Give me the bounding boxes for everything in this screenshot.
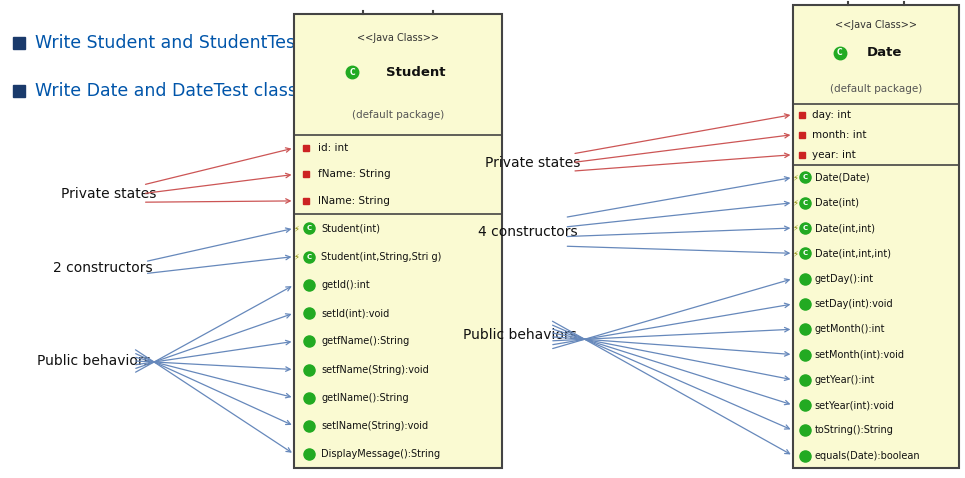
Text: ⚡: ⚡ [792, 173, 798, 182]
Text: Date(int,int): Date(int,int) [814, 223, 875, 233]
Text: Date(Date): Date(Date) [814, 173, 869, 183]
Text: C: C [306, 253, 312, 260]
Text: Write Date and DateTest classes.: Write Date and DateTest classes. [35, 82, 322, 100]
Text: getfName():String: getfName():String [321, 337, 409, 346]
Text: ⚡: ⚡ [293, 224, 299, 233]
Text: month: int: month: int [813, 130, 867, 140]
Text: C: C [306, 225, 312, 231]
Text: Date: Date [867, 46, 901, 59]
Text: Private states: Private states [61, 186, 156, 201]
Text: setMonth(int):void: setMonth(int):void [814, 349, 905, 359]
Bar [294, 14, 502, 468]
Text: setId(int):void: setId(int):void [321, 308, 390, 318]
Text: lName: String: lName: String [318, 196, 390, 206]
Text: getId():int: getId():int [321, 280, 370, 290]
Text: DisplayMessage():String: DisplayMessage():String [321, 449, 440, 459]
Text: getYear():int: getYear():int [814, 375, 875, 385]
Text: getlName():String: getlName():String [321, 393, 409, 403]
Text: Student: Student [386, 65, 445, 78]
Text: toString():String: toString():String [814, 425, 894, 435]
Text: C: C [802, 225, 808, 231]
Text: <<Java Class>>: <<Java Class>> [357, 33, 439, 43]
Text: setYear(int):void: setYear(int):void [814, 400, 895, 410]
Text: setDay(int):void: setDay(int):void [814, 299, 894, 309]
Text: Public behaviors: Public behaviors [37, 354, 151, 368]
Text: ⚡: ⚡ [792, 249, 798, 258]
Text: year: int: year: int [813, 150, 856, 160]
Text: C: C [802, 200, 808, 206]
Text: fName: String: fName: String [318, 169, 391, 179]
Text: Write Student and StudentTest classes.: Write Student and StudentTest classes. [35, 34, 376, 52]
Text: getDay():int: getDay():int [814, 273, 874, 283]
Text: Public behaviors: Public behaviors [463, 327, 577, 342]
Text: ⚡: ⚡ [293, 252, 299, 261]
Text: C: C [802, 174, 808, 180]
Text: 2 constructors: 2 constructors [53, 261, 152, 275]
Text: Date(int,int,int): Date(int,int,int) [814, 249, 891, 258]
Text: C: C [802, 250, 808, 256]
Text: setfName(String):void: setfName(String):void [321, 365, 429, 375]
Text: getMonth():int: getMonth():int [814, 324, 885, 334]
Text: 4 constructors: 4 constructors [478, 225, 577, 239]
Text: day: int: day: int [813, 109, 851, 120]
Text: Student(int): Student(int) [321, 223, 380, 233]
Bar [793, 5, 959, 468]
Text: Private states: Private states [485, 155, 581, 170]
Text: setlName(String):void: setlName(String):void [321, 421, 428, 431]
Text: equals(Date):boolean: equals(Date):boolean [814, 451, 921, 461]
Text: (default package): (default package) [352, 110, 444, 120]
Text: Student(int,String,Stri g): Student(int,String,Stri g) [321, 251, 442, 261]
Text: (default package): (default package) [830, 84, 923, 94]
Text: C: C [349, 67, 355, 76]
Text: <<Java Class>>: <<Java Class>> [836, 20, 917, 30]
Text: ⚡: ⚡ [792, 224, 798, 232]
Text: id: int: id: int [318, 143, 348, 153]
Text: Date(int): Date(int) [814, 198, 859, 208]
Text: C: C [837, 48, 842, 57]
Text: ⚡: ⚡ [792, 198, 798, 207]
